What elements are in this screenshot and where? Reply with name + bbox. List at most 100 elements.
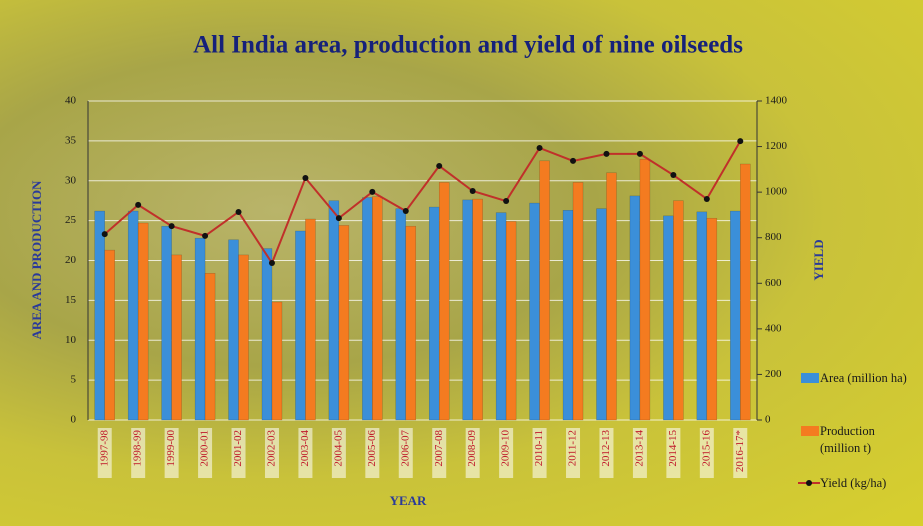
bar <box>572 182 584 421</box>
x-tick-label: 2000-01 <box>199 430 211 467</box>
point <box>168 223 175 230</box>
x-tick-label: 2006-07 <box>399 430 411 467</box>
x-label-bg <box>699 428 714 478</box>
y2-tick-label: 1000 <box>765 186 788 198</box>
point <box>235 208 242 215</box>
x-tick-label: 1998-99 <box>132 430 144 467</box>
bar <box>562 210 574 421</box>
point <box>670 172 677 179</box>
x-axis-title: YEAR <box>390 493 427 508</box>
legend-label: Production (million t) <box>820 424 875 455</box>
y-tick-label: 15 <box>65 294 77 306</box>
bar <box>261 248 273 421</box>
bar <box>171 254 182 421</box>
bar <box>673 200 684 421</box>
bar <box>204 273 216 421</box>
x-label-bg <box>298 428 313 478</box>
x-label-bg <box>398 428 413 478</box>
line <box>104 140 742 266</box>
bar <box>596 208 607 421</box>
bar <box>362 197 373 421</box>
bar <box>529 202 540 421</box>
bar <box>730 210 741 421</box>
x-tick-label: 2011-12 <box>567 430 579 466</box>
x-label-bg <box>131 428 146 478</box>
point <box>503 198 510 205</box>
bar <box>238 254 249 421</box>
bar <box>606 172 617 421</box>
x-tick-label: 2008-09 <box>466 430 478 467</box>
bar <box>495 212 507 421</box>
x-label-bg <box>331 428 346 478</box>
x-tick-label: 2013-14 <box>633 430 645 467</box>
y-tick-label: 0 <box>71 414 77 426</box>
y-tick-label: 20 <box>65 254 77 266</box>
point <box>570 157 577 164</box>
x-tick-label: 2015-16 <box>700 430 712 467</box>
x-tick-label: 2003-04 <box>299 430 311 467</box>
point <box>335 215 342 222</box>
legend-label: Yield (kg/ha) <box>820 476 887 490</box>
legend-swatch <box>801 373 819 383</box>
bar <box>663 215 674 421</box>
bar <box>372 196 383 421</box>
x-tick-label: 2007-08 <box>433 430 445 467</box>
x-label-bg <box>632 428 647 478</box>
point <box>536 144 543 151</box>
bar <box>706 217 718 421</box>
point <box>636 150 643 157</box>
x-label-bg <box>499 428 514 478</box>
point <box>202 232 209 239</box>
point <box>101 231 108 238</box>
bar <box>338 225 350 421</box>
y-tick-label: 25 <box>65 214 77 226</box>
x-tick-label: 2016-17* <box>734 430 746 472</box>
point <box>135 201 142 208</box>
x-tick-label: 2004-05 <box>332 430 344 467</box>
y-tick-label: 10 <box>65 334 77 346</box>
x-label-bg <box>432 428 447 478</box>
y2-tick-label: 1200 <box>765 140 788 152</box>
legend-label: Area (million ha) <box>820 371 907 385</box>
bar <box>639 158 651 421</box>
bar <box>696 211 708 421</box>
y-axis-title: AREA AND PRODUCTION <box>29 180 44 340</box>
x-label-bg <box>599 428 614 478</box>
bar <box>438 182 450 421</box>
y2-tick-label: 0 <box>765 414 771 426</box>
x-label-bg <box>231 428 246 478</box>
x-tick-label: 2002-03 <box>266 430 278 467</box>
bar <box>271 301 283 421</box>
bar <box>194 237 206 421</box>
bar <box>472 198 483 421</box>
x-tick-label: 2005-06 <box>366 430 378 467</box>
x-tick-label: 2010-11 <box>533 430 545 466</box>
chart-title: All India area, production and yield of … <box>193 32 743 59</box>
bar <box>305 218 316 421</box>
legend-marker <box>806 480 812 486</box>
bar <box>137 222 149 421</box>
x-tick-label: 2014-15 <box>667 430 679 467</box>
point <box>436 162 443 169</box>
x-label-bg <box>365 428 380 478</box>
bar <box>161 225 172 421</box>
y2-tick-label: 800 <box>765 231 782 243</box>
bar <box>127 210 139 421</box>
point <box>302 175 309 182</box>
y-tick-label: 5 <box>71 374 77 386</box>
point <box>703 195 710 202</box>
x-tick-label: 1999-00 <box>165 430 177 467</box>
bar <box>428 206 440 421</box>
point <box>402 208 409 215</box>
bar <box>328 200 340 421</box>
x-label-bg <box>566 428 581 478</box>
x-label-bg <box>198 428 213 478</box>
bar <box>740 163 751 421</box>
y2-tick-label: 1400 <box>765 95 788 107</box>
x-tick-label: 2009-10 <box>500 430 512 467</box>
x-label-bg <box>666 428 681 478</box>
point <box>603 150 610 157</box>
point <box>737 138 744 145</box>
